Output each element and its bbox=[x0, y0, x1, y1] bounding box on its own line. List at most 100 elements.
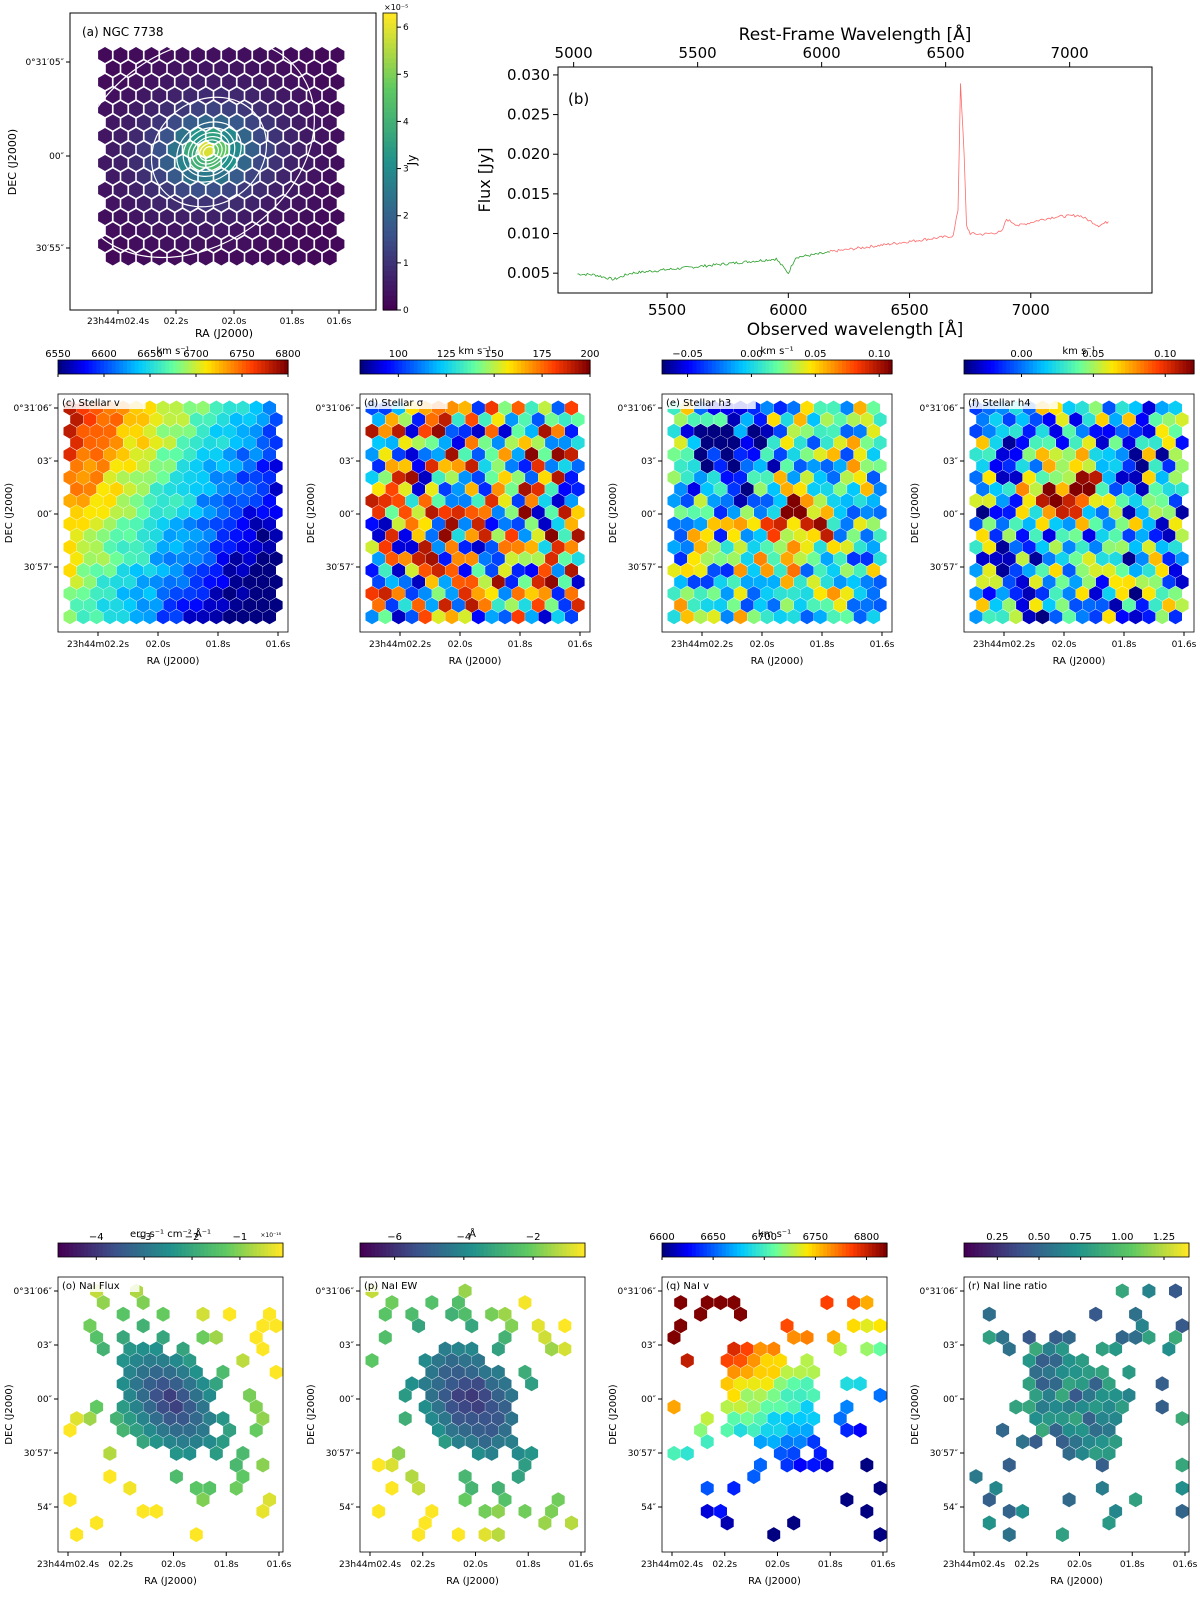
c-hex-cell bbox=[209, 609, 223, 625]
f-hex-cell bbox=[1089, 609, 1103, 625]
r-hex-cell bbox=[1049, 1329, 1063, 1345]
a-hex-cell bbox=[113, 155, 128, 171]
e-hex-cell bbox=[800, 562, 814, 578]
f-hex-cell bbox=[1095, 458, 1109, 474]
d-hex-cell bbox=[478, 458, 492, 474]
e-hex-cell bbox=[727, 504, 741, 520]
f-hex-cell bbox=[1115, 539, 1129, 555]
a-hex-cell bbox=[152, 141, 167, 158]
f-hex-cell bbox=[969, 423, 983, 439]
b-top-xlabel: Rest-Frame Wavelength [Å] bbox=[739, 23, 972, 45]
a-hex-cell bbox=[299, 209, 314, 225]
d-hex-cell bbox=[432, 586, 445, 602]
d-hex-cell bbox=[425, 481, 439, 497]
r-hex-cell bbox=[1009, 1399, 1023, 1415]
a-hex-cell bbox=[284, 155, 298, 171]
a-hex-cell bbox=[322, 168, 337, 185]
e-hex-cell bbox=[833, 551, 847, 567]
a-hex-cell bbox=[237, 47, 252, 63]
q-frame bbox=[661, 1276, 888, 1553]
a-hex-cell bbox=[198, 249, 213, 266]
d-hex-cell bbox=[412, 597, 425, 613]
a-hex-cell bbox=[276, 87, 291, 104]
q-hex-cell bbox=[767, 1341, 781, 1357]
c-hex-cell bbox=[103, 516, 117, 532]
a-xtick: 01.6s bbox=[327, 317, 352, 327]
d-hex-cell bbox=[531, 481, 545, 497]
c-hex-cell bbox=[229, 412, 243, 428]
f-hex-cell bbox=[1162, 481, 1176, 497]
d-hex-cell bbox=[485, 493, 499, 509]
q-hex-cell bbox=[773, 1422, 787, 1438]
q-hex-cell bbox=[754, 1457, 767, 1473]
d-hex-cell bbox=[412, 481, 425, 497]
e-hex-cell bbox=[734, 516, 747, 532]
f-hex-cell bbox=[1029, 435, 1043, 451]
q-hex-cell bbox=[714, 1295, 727, 1311]
a-hex-cell bbox=[183, 60, 198, 77]
e-hex-cell bbox=[760, 609, 774, 625]
c-hex-cell bbox=[176, 504, 190, 520]
d-hex-cell bbox=[365, 446, 379, 462]
e-hex-cell bbox=[840, 516, 854, 532]
r-hex-cell bbox=[1049, 1376, 1063, 1392]
q-hex-cell bbox=[667, 1329, 681, 1345]
r-xlabel: RA (J2000) bbox=[1050, 1576, 1103, 1587]
e-hex-cell bbox=[760, 423, 774, 439]
c-hex-cell bbox=[216, 574, 230, 590]
p-hex-cell bbox=[452, 1364, 465, 1380]
f-hex-cell bbox=[1042, 528, 1056, 544]
a-ytick: 0°31′05″ bbox=[25, 58, 64, 68]
f-hex-cell bbox=[1169, 446, 1182, 462]
b-series-line bbox=[829, 83, 1109, 253]
c-hex-cell bbox=[76, 470, 90, 486]
e-hex-cell bbox=[833, 574, 847, 590]
f-hex-cell bbox=[976, 574, 990, 590]
f-hex-cell bbox=[1036, 609, 1049, 625]
f-hex-cell bbox=[996, 609, 1010, 625]
r-hex-cell bbox=[1022, 1376, 1036, 1392]
f-hex-cell bbox=[1042, 435, 1056, 451]
d-hex-cell bbox=[412, 435, 425, 451]
r-hex-cell bbox=[1129, 1492, 1143, 1508]
p-hex-cell bbox=[498, 1329, 512, 1345]
q-hex-cell bbox=[700, 1480, 714, 1496]
e-hex-cell bbox=[760, 400, 774, 416]
o-colorbar-tick: −4 bbox=[89, 1232, 104, 1243]
f-hex-cell bbox=[1175, 481, 1189, 497]
c-hex-cell bbox=[70, 435, 84, 451]
a-hex-cell bbox=[191, 47, 205, 63]
e-hex-cell bbox=[727, 597, 741, 613]
f-hex-map bbox=[969, 400, 1189, 625]
q-hex-cell bbox=[840, 1422, 854, 1438]
d-hex-cell bbox=[571, 435, 585, 451]
c-hex-cell bbox=[150, 574, 163, 590]
c-hex-cell bbox=[176, 435, 190, 451]
c-hex-cell bbox=[96, 528, 110, 544]
a-xlabel: RA (J2000) bbox=[195, 327, 253, 340]
o-ylabel: DEC (J2000) bbox=[4, 1384, 15, 1444]
a-hex-cell bbox=[245, 168, 260, 185]
f-hex-cell bbox=[996, 446, 1010, 462]
d-hex-cell bbox=[405, 609, 419, 625]
a-hex-cell bbox=[284, 209, 298, 225]
e-hex-cell bbox=[780, 481, 794, 497]
f-hex-cell bbox=[1049, 586, 1063, 602]
q-hex-cell bbox=[873, 1341, 887, 1357]
a-hex-cell bbox=[152, 87, 167, 104]
e-hex-cell bbox=[853, 516, 867, 532]
c-hex-cell bbox=[103, 539, 117, 555]
e-hex-cell bbox=[853, 493, 867, 509]
c-hex-cell bbox=[176, 528, 190, 544]
o-hex-cell bbox=[243, 1387, 256, 1403]
c-hex-cell bbox=[70, 412, 84, 428]
d-colorbar-tick: 125 bbox=[437, 349, 456, 360]
a-hex-cell bbox=[268, 47, 283, 63]
c-hex-cell bbox=[256, 574, 270, 590]
a-hex-cell bbox=[291, 87, 306, 104]
e-hex-cell bbox=[727, 412, 741, 428]
c-hex-cell bbox=[229, 458, 243, 474]
f-hex-cell bbox=[1155, 562, 1169, 578]
f-hex-cell bbox=[1142, 562, 1156, 578]
r-hex-cell bbox=[1062, 1353, 1076, 1369]
